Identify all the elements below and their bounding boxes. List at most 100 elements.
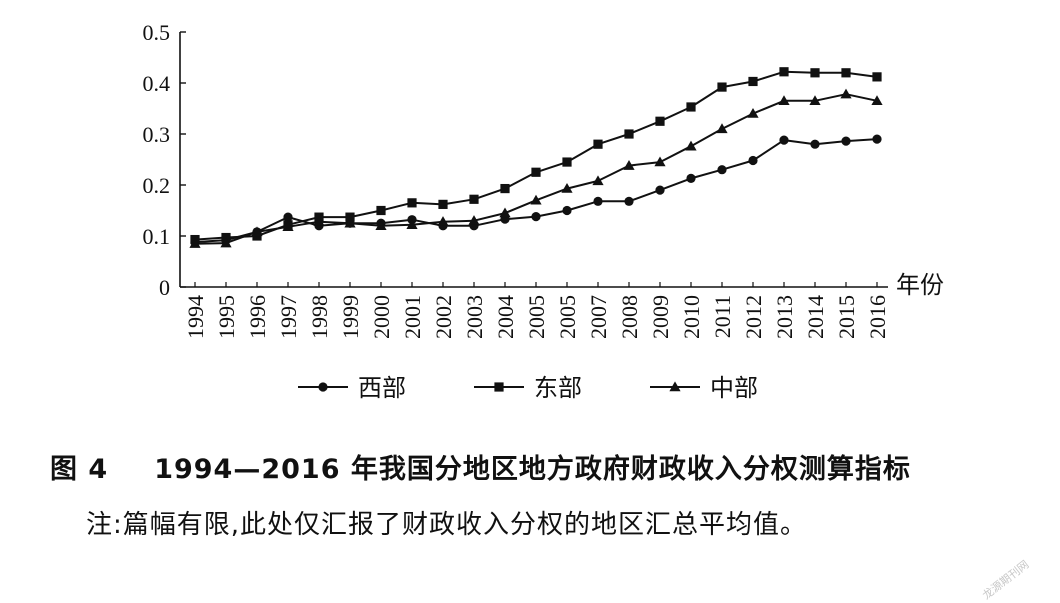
x-tick-label: 2002	[431, 295, 456, 339]
y-axis-ticks: 0 0.1 0.2 0.3 0.4 0.5	[143, 20, 186, 300]
x-tick-label: 1996	[245, 295, 270, 339]
data-point	[406, 219, 418, 229]
line-chart: 0 0.1 0.2 0.3 0.4 0.5 1994 1995 1996 1997 1998 199…	[143, 20, 945, 402]
x-tick-label: 1998	[307, 295, 332, 339]
figure-number: 图 4	[50, 454, 109, 485]
x-tick-label: 2008	[617, 295, 642, 339]
data-point	[716, 123, 728, 134]
data-point	[593, 139, 603, 149]
x-tick-label: 2009	[648, 295, 673, 339]
data-point	[530, 194, 542, 205]
x-tick-label: 1999	[338, 295, 363, 339]
data-point	[809, 95, 821, 106]
series-line	[194, 138, 878, 244]
data-point	[655, 116, 665, 126]
data-point	[468, 215, 480, 225]
data-point	[345, 212, 355, 222]
data-point	[654, 156, 666, 167]
data-point	[376, 205, 386, 216]
data-point	[717, 165, 727, 175]
x-tick-label: 2013	[772, 295, 797, 339]
y-tick-label: 0.5	[143, 20, 171, 45]
x-tick-label: 2001	[400, 295, 425, 339]
data-point	[623, 160, 635, 170]
data-point	[189, 238, 201, 248]
data-point	[748, 155, 758, 166]
data-point	[437, 216, 449, 226]
data-point	[531, 167, 541, 177]
data-point	[561, 182, 573, 193]
x-axis-ticks: 1994 1995 1996 1997 1998 1999 2000 2001 2002 2003…	[183, 282, 890, 339]
data-point	[841, 136, 851, 146]
x-tick-label: 2012	[741, 295, 766, 339]
data-point	[407, 198, 417, 208]
chart-axes	[179, 32, 888, 288]
figure-note: 注:篇幅有限,此处仅汇报了财政收入分权的地区汇总平均值。	[86, 510, 808, 540]
legend-item: 中部	[650, 374, 758, 402]
x-tick-label: 2016	[865, 295, 890, 339]
legend-label: 中部	[710, 374, 758, 402]
legend-item: 西部	[298, 374, 406, 402]
legend-label: 西部	[358, 374, 406, 402]
data-point	[841, 68, 851, 78]
data-point	[438, 199, 448, 209]
x-tick-label: 2015	[834, 295, 859, 339]
series-triangle	[189, 88, 883, 248]
data-point	[871, 95, 883, 106]
data-point	[313, 216, 325, 226]
data-point	[810, 68, 820, 78]
data-point	[592, 175, 604, 186]
data-point	[717, 82, 727, 92]
x-tick-label: 2011	[710, 295, 735, 338]
x-tick-label: 1994	[183, 295, 208, 339]
x-tick-label: 2010	[679, 295, 704, 339]
data-point	[344, 217, 356, 228]
y-tick-label: 0.1	[143, 224, 171, 249]
data-point	[686, 102, 696, 112]
x-axis-title: 年份	[896, 271, 944, 299]
x-tick-label: 2005	[524, 295, 549, 339]
y-tick-label: 0.3	[143, 122, 171, 147]
x-tick-label: 2003	[462, 295, 487, 339]
data-point	[624, 196, 634, 206]
x-tick-label: 1995	[214, 295, 239, 339]
data-point	[562, 205, 572, 216]
data-point	[283, 212, 293, 222]
y-tick-label: 0.2	[143, 173, 171, 198]
x-tick-label: 2005	[555, 295, 580, 339]
watermark: 龙源期刊网	[980, 557, 1032, 603]
y-tick-label: 0.4	[143, 71, 171, 96]
legend-item: 东部	[474, 374, 582, 402]
data-point	[593, 196, 603, 206]
data-point	[779, 135, 789, 145]
x-tick-label: 2004	[493, 295, 518, 339]
legend-marker-triangle	[669, 381, 681, 392]
data-point	[779, 67, 789, 77]
data-point	[469, 194, 479, 204]
legend-marker-circle	[318, 382, 328, 392]
data-point	[624, 129, 634, 139]
data-point	[686, 173, 696, 183]
data-point	[748, 76, 758, 87]
legend-marker-square	[494, 382, 504, 392]
data-point	[778, 95, 790, 106]
data-point	[500, 183, 510, 194]
data-point	[655, 185, 665, 195]
data-point	[282, 221, 294, 232]
data-point	[531, 212, 541, 222]
data-point	[747, 108, 759, 118]
data-point	[562, 157, 572, 167]
data-point	[810, 139, 820, 149]
series-circle	[190, 134, 882, 247]
figure-title-text: 1994—2016 年我国分地区地方政府财政收入分权测算指标	[154, 454, 911, 485]
legend-label: 东部	[534, 374, 582, 402]
y-tick-label: 0	[159, 275, 170, 300]
data-point	[499, 207, 511, 218]
data-point	[375, 220, 387, 230]
data-point	[872, 134, 882, 144]
x-tick-label: 2007	[586, 295, 611, 339]
series-square	[190, 67, 882, 245]
x-tick-label: 1997	[276, 295, 301, 339]
data-point	[840, 88, 852, 99]
data-point	[221, 232, 231, 243]
